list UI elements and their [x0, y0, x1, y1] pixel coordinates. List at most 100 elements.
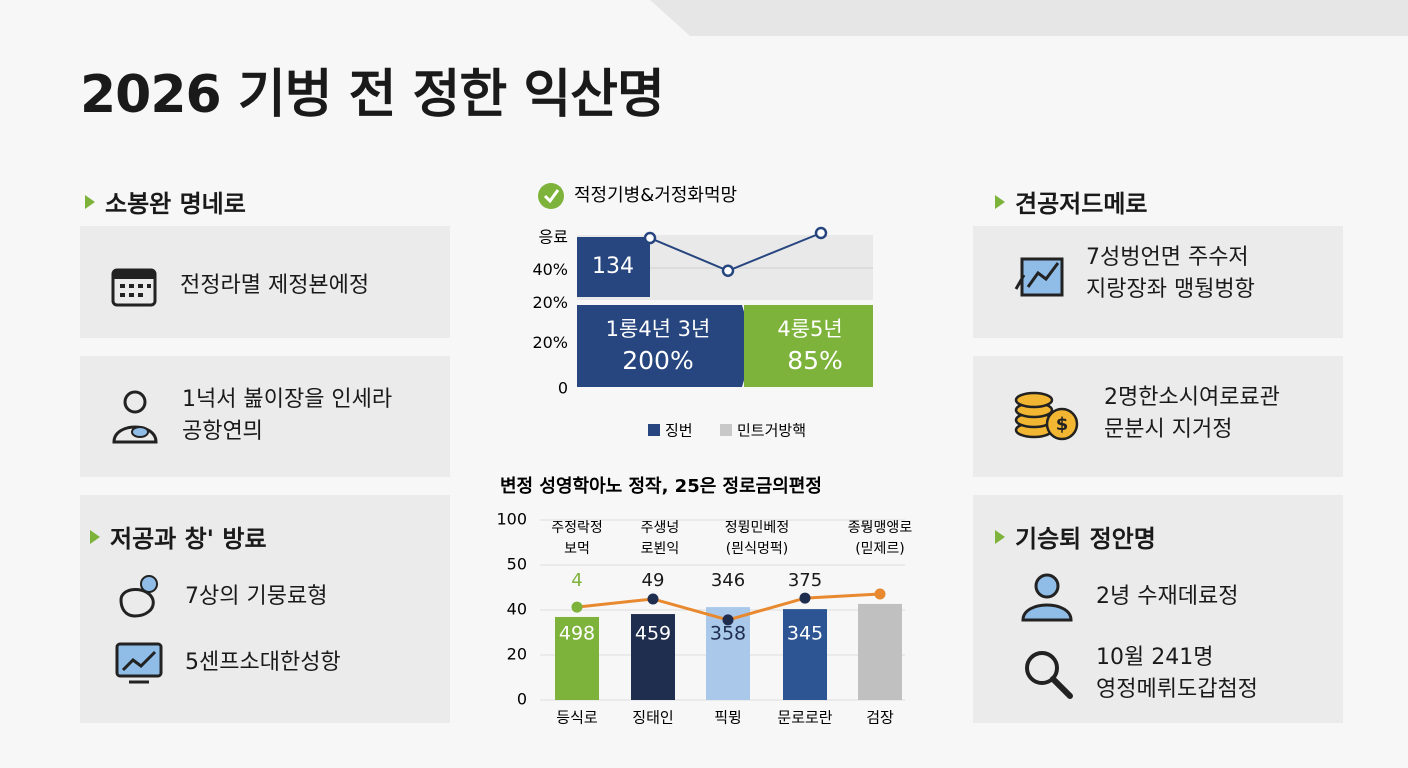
- y-tick-label: 100: [496, 510, 527, 529]
- card: [80, 226, 450, 338]
- section-heading: 저공과 창' 방료: [90, 519, 267, 554]
- section-heading: 견공저드메로: [995, 184, 1147, 219]
- y-tick-label: 20%: [532, 293, 568, 312]
- card-item: 7상의 기뭉료형: [115, 574, 327, 620]
- item-text: 전정라멸 제정뵨에정: [180, 273, 370, 298]
- column-header: 로뵌익: [641, 541, 680, 557]
- arrow-box: [577, 305, 754, 387]
- column-header: (믿제르): [855, 541, 905, 557]
- value-box: [577, 237, 650, 297]
- chart-title: 변정 성영학아노 정작, 25은 정로금의편정: [500, 475, 822, 497]
- item-text: 2녕 수재데료정: [1096, 584, 1239, 609]
- x-tick-label: 징태인: [632, 709, 673, 727]
- check-icon: [538, 183, 564, 209]
- card: [80, 356, 450, 477]
- line-annotation: 375: [788, 570, 822, 591]
- trend-point: [722, 614, 734, 626]
- y-tick-label: 20: [507, 645, 527, 664]
- trend-point: [571, 601, 583, 613]
- item-text: 7상의 기뭉료형: [185, 584, 328, 609]
- y-tick-label: 0: [517, 690, 527, 709]
- item-text: 5센프소대한성항: [185, 650, 341, 675]
- section-heading: 기승퇴 정안명: [995, 519, 1156, 554]
- y-tick-label: 40: [507, 600, 527, 619]
- item-text: 문분시 지거정: [1104, 417, 1233, 442]
- line-annotation: 49: [642, 570, 665, 591]
- y-tick-label: 40%: [532, 260, 568, 279]
- trend-point: [647, 593, 659, 605]
- bar: [783, 609, 827, 700]
- box-label: 134: [592, 254, 634, 279]
- green-box: [744, 305, 873, 387]
- box-label: 1롱4년 3년: [606, 317, 711, 341]
- bar-annotation: 498: [559, 623, 595, 645]
- piggy-icon: [119, 575, 158, 618]
- bar-annotation: 345: [787, 623, 823, 645]
- trend-point: [874, 588, 886, 600]
- item-text: 10윌 241명: [1096, 645, 1214, 670]
- bar-annotation: 459: [635, 623, 671, 645]
- legend-label: 민트거방핵: [737, 422, 806, 440]
- heading-text: 저공과 창' 방료: [110, 525, 267, 553]
- column-header: 주생넝: [641, 520, 680, 536]
- box-label: 85%: [787, 346, 843, 375]
- column-header: 보먹: [564, 541, 590, 557]
- item-text: 지랑장좌 맹뒁벙항: [1086, 277, 1255, 302]
- y-tick-label: 0: [558, 379, 568, 398]
- column-header: 정뮝민베정: [725, 520, 789, 536]
- card-item: 전정라멸 제정뵨에정: [110, 264, 369, 308]
- bar: [631, 614, 675, 700]
- column-header: 종뭥맹앵로: [848, 520, 913, 536]
- tablet-icon: [1014, 257, 1064, 297]
- person-icon: [112, 390, 158, 444]
- item-text: 영정메뤼도갑첨정: [1096, 677, 1258, 702]
- x-tick-label: 문로로란: [777, 709, 832, 727]
- item-text: 1넉서 봂이장을 인세라: [182, 387, 393, 412]
- heading-text: 소봉완 명네로: [105, 190, 246, 218]
- item-text: 2명한소시여로료관: [1104, 385, 1280, 410]
- card-item: 5센프소대한성항: [115, 642, 341, 684]
- trend-point: [799, 592, 811, 604]
- chart-title: 적정기병&거정화먹망: [574, 185, 737, 206]
- monitor-icon: [115, 642, 163, 684]
- coins-icon: $: [1014, 391, 1079, 441]
- y-tick-label: 20%: [532, 333, 568, 352]
- point: [814, 226, 828, 240]
- column-header: 주정락정: [551, 520, 603, 536]
- card-item: 2녕 수재데료정: [1020, 572, 1238, 622]
- heading-text: 견공저드메로: [1015, 190, 1148, 218]
- legend-label: 징번: [665, 422, 693, 440]
- y-tick-label: 응료: [539, 228, 568, 247]
- page-title: 2026 기벙 전 정한 익산명: [80, 65, 665, 125]
- x-tick-label: 등식로: [556, 709, 598, 727]
- y-tick-label: 50: [507, 555, 527, 574]
- box-label: 4룽5년: [777, 317, 842, 341]
- bar-annotation: 358: [710, 623, 746, 645]
- line-annotation: 4: [571, 570, 582, 591]
- search-icon: [1025, 651, 1073, 699]
- section-heading: 소봉완 명네로: [85, 184, 246, 219]
- calendar-icon: [111, 268, 157, 307]
- heading-text: 기승퇴 정안명: [1015, 525, 1156, 553]
- point: [721, 264, 735, 277]
- bar: [555, 616, 599, 700]
- header-band: [650, 0, 1408, 36]
- x-tick-label: 픽뮝: [714, 709, 742, 727]
- bar: [858, 603, 902, 700]
- svg-text:$: $: [1056, 414, 1069, 435]
- item-text: 공항연믜: [182, 419, 263, 444]
- legend-swatch: [720, 424, 732, 436]
- item-text: 7성벙언면 주수저: [1086, 245, 1249, 270]
- box-label: 200%: [622, 346, 693, 375]
- x-tick-label: 검장: [866, 709, 894, 727]
- point: [643, 231, 657, 245]
- column-header: (믠식멍퍽): [726, 541, 788, 557]
- user-icon: [1021, 573, 1073, 622]
- legend-swatch: [648, 424, 660, 436]
